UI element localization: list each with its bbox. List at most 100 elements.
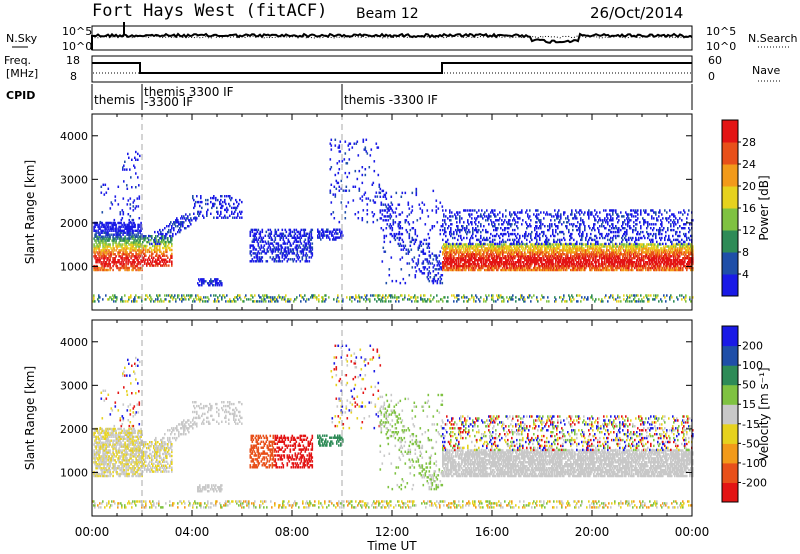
power-cell [282, 236, 285, 239]
power-cell [477, 215, 479, 218]
power-cell [631, 261, 633, 264]
power-cell [461, 264, 463, 268]
power-cell [164, 242, 166, 246]
power-cell [134, 243, 136, 246]
power-cell [462, 255, 464, 258]
power-cell [401, 238, 404, 242]
power-cell [464, 262, 466, 266]
power-cell [115, 264, 117, 268]
power-cell [428, 270, 431, 273]
power-cell [519, 261, 521, 264]
power-cell [538, 266, 540, 270]
power-cell [515, 255, 517, 258]
power-cell [443, 249, 445, 252]
power-cell [94, 233, 96, 236]
power-cell [500, 257, 502, 260]
power-cell [439, 262, 442, 265]
power-cell [284, 228, 287, 232]
power-cell [681, 249, 683, 252]
power-cell [138, 239, 140, 242]
power-cell [448, 225, 450, 228]
power-cell [162, 258, 164, 261]
power-cell [364, 173, 367, 177]
power-cell [626, 243, 628, 246]
power-cell [102, 229, 104, 232]
power-cell [567, 249, 569, 252]
power-cell [135, 229, 137, 232]
power-cell [130, 176, 132, 179]
power-cell [96, 247, 98, 250]
power-cell [128, 233, 130, 236]
power-cell [463, 236, 465, 240]
power-cell [165, 248, 167, 252]
power-cell [137, 266, 139, 270]
power-cell [138, 253, 140, 256]
power-cell [199, 204, 201, 208]
power-cell [113, 221, 115, 225]
power-cell [595, 266, 597, 270]
power-cell [137, 262, 139, 266]
power-cell [122, 166, 124, 169]
power-cell [501, 223, 503, 226]
power-cell [502, 249, 504, 252]
power-cell [509, 257, 511, 260]
power-cell [434, 274, 437, 277]
power-cell [564, 261, 566, 264]
power-cell [562, 251, 564, 254]
power-cell [400, 248, 403, 251]
power-cell [119, 249, 121, 252]
power-cell [572, 251, 574, 254]
power-cell [361, 173, 364, 177]
power-cell [477, 249, 479, 252]
power-cell [488, 257, 490, 260]
power-cell [583, 268, 585, 272]
power-cell [620, 259, 622, 262]
power-cell [125, 251, 127, 254]
power-cell [455, 228, 457, 232]
power-cell [676, 259, 678, 262]
power-cell [464, 264, 466, 268]
power-cell [648, 257, 650, 260]
power-cell [692, 255, 694, 258]
power-cell [100, 191, 103, 194]
power-cell [481, 255, 483, 258]
power-cell [662, 268, 664, 272]
power-cell [683, 253, 685, 256]
power-cell [169, 240, 171, 244]
power-cell [606, 261, 608, 264]
power-cell [398, 244, 401, 247]
power-cell [373, 201, 376, 204]
power-cell [504, 266, 506, 270]
power-cell [687, 245, 689, 248]
power-cell [600, 243, 602, 246]
power-cell [576, 262, 578, 266]
power-cell [299, 246, 302, 249]
power-cell [654, 255, 656, 258]
power-cell [636, 264, 638, 268]
power-cell [459, 245, 461, 248]
power-cell [653, 245, 655, 248]
power-cell [332, 211, 335, 214]
power-cell [642, 257, 644, 260]
power-cell [479, 251, 481, 254]
power-cell [541, 247, 543, 250]
power-cell [146, 262, 148, 265]
power-cell [472, 255, 474, 258]
power-cell [599, 245, 601, 248]
power-cell [344, 171, 347, 175]
power-cell [636, 255, 638, 258]
power-cell [458, 243, 460, 246]
power-cell [494, 225, 496, 228]
power-cell [137, 259, 139, 262]
power-cell [493, 259, 495, 262]
power-cell [255, 256, 258, 259]
power-cell [501, 251, 503, 254]
power-cell [394, 234, 397, 238]
power-cell [656, 259, 658, 262]
power-cell [493, 213, 495, 216]
power-cell [660, 247, 662, 250]
power-cell [582, 251, 584, 254]
power-cell [445, 251, 447, 254]
power-cell [466, 266, 468, 270]
power-cell [602, 257, 604, 260]
